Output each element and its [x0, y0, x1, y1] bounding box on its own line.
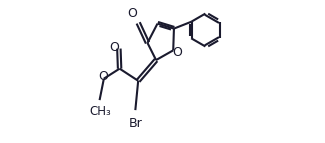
Text: O: O: [172, 46, 182, 59]
Text: CH₃: CH₃: [89, 105, 111, 118]
Text: O: O: [109, 41, 119, 54]
Text: Br: Br: [129, 117, 143, 130]
Text: O: O: [127, 7, 137, 20]
Text: O: O: [98, 70, 108, 83]
